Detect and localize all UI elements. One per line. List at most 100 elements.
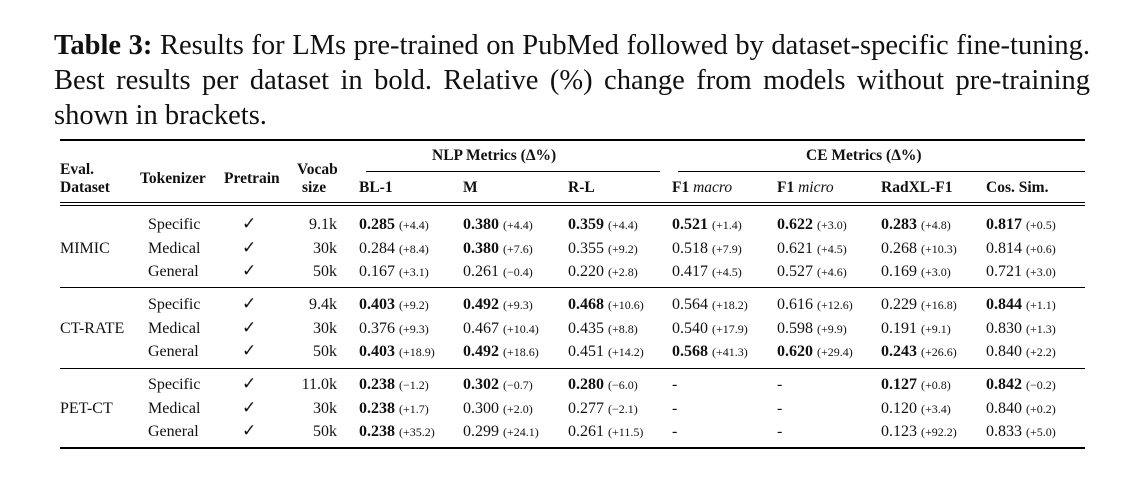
metric-value: 0.492 (463, 343, 499, 360)
metric-cell: 0.842 (−0.2) (986, 376, 1056, 394)
pretrain-check-icon: ✓ (242, 317, 257, 338)
header-pretrain: Pretrain (224, 170, 280, 187)
metric-delta: (+7.6) (503, 241, 533, 256)
metric-cell: 0.814 (+0.6) (986, 240, 1056, 258)
metric-delta: (+3.0) (817, 218, 847, 232)
metric-delta: (−0.7) (503, 378, 533, 392)
metric-delta: (+8.8) (608, 321, 638, 336)
metric-cell: 0.359 (+4.4) (568, 216, 638, 234)
pretrain-check-icon: ✓ (242, 214, 257, 234)
metric-value: - (777, 376, 783, 393)
metric-delta: (+5.0) (1026, 425, 1056, 439)
metric-value: 0.468 (568, 296, 604, 313)
metric-delta: (+3.0) (921, 265, 951, 279)
header-f1-macro: F1 macro (672, 179, 732, 197)
header-double-rule-1 (60, 202, 1085, 203)
metric-value: 0.380 (463, 216, 499, 233)
metric-value: 0.833 (986, 423, 1022, 440)
metric-value: 0.261 (568, 423, 604, 440)
metric-value: 0.167 (359, 263, 395, 280)
metric-value: 0.376 (359, 319, 395, 337)
metric-cell: 0.492 (+9.3) (463, 296, 533, 314)
metric-delta: (+9.3) (399, 321, 429, 336)
metric-value: 0.417 (672, 263, 708, 280)
metric-value: 0.285 (359, 216, 395, 233)
metric-cell: 0.243 (+26.6) (881, 343, 957, 361)
metric-value: 0.435 (568, 319, 604, 337)
metric-value: 0.280 (568, 376, 604, 393)
metric-delta: (+4.8) (921, 218, 951, 232)
metric-value: - (777, 423, 783, 440)
metric-value: 0.568 (672, 343, 708, 360)
metric-delta: (+4.5) (817, 241, 847, 256)
metric-delta: (+17.9) (712, 321, 748, 336)
metric-delta: (+0.5) (1026, 218, 1056, 232)
metric-value: 0.830 (986, 319, 1022, 337)
metric-cell: 0.451 (+14.2) (568, 343, 644, 361)
tokenizer-cell: Medical (148, 319, 201, 337)
header-m: M (463, 179, 478, 196)
metric-value: 0.169 (881, 263, 917, 280)
metric-value: 0.622 (777, 216, 813, 233)
header-f1-micro-italic: micro (798, 179, 834, 196)
header-f1-micro: F1 micro (777, 179, 834, 197)
metric-delta: (+4.4) (608, 218, 638, 232)
metric-value: 0.598 (777, 319, 813, 337)
metric-cell: 0.833 (+5.0) (986, 423, 1056, 441)
metric-value: 0.355 (568, 239, 604, 257)
metric-cell: 0.840 (+2.2) (986, 343, 1056, 361)
metric-value: 0.721 (986, 263, 1022, 280)
metric-delta: (+4.5) (712, 265, 742, 279)
metric-value: 0.191 (881, 319, 917, 337)
pretrain-check-icon: ✓ (242, 397, 257, 418)
metric-cell: 0.169 (+3.0) (881, 263, 951, 281)
header-f1-micro-prefix: F1 (777, 179, 799, 196)
vocab-cell: 50k (313, 423, 337, 440)
metric-delta: (+41.3) (712, 345, 748, 359)
metric-cell: 0.817 (+0.5) (986, 216, 1056, 234)
metric-value: 0.492 (463, 296, 499, 313)
metric-delta: (+2.0) (503, 401, 533, 416)
metric-delta: (−1.2) (399, 378, 429, 392)
metric-delta: (+18.6) (503, 345, 539, 359)
vocab-cell: 9.1k (309, 216, 337, 233)
metric-cell: 0.721 (+3.0) (986, 263, 1056, 281)
metric-cell: 0.280 (−6.0) (568, 376, 638, 394)
metric-delta: (+12.6) (817, 298, 853, 312)
vocab-cell: 11.0k (301, 376, 337, 393)
tokenizer-cell: General (148, 343, 199, 360)
metric-value: 0.840 (986, 399, 1022, 417)
tokenizer-cell: Specific (148, 216, 201, 233)
metric-value: 0.564 (672, 296, 708, 313)
metric-cell: 0.220 (+2.8) (568, 263, 638, 281)
metric-delta: (+9.1) (921, 321, 951, 336)
metric-delta: (+0.6) (1026, 241, 1056, 256)
caption-text: Results for LMs pre-trained on PubMed fo… (54, 30, 1090, 131)
metric-cell: 0.380 (+7.6) (463, 240, 533, 258)
metric-cell: 0.621 (+4.5) (777, 240, 847, 258)
metric-delta: (+3.0) (1026, 265, 1056, 279)
metric-delta: (+10.6) (608, 298, 644, 312)
header-nlp-group: NLP Metrics (Δ%) (432, 147, 557, 164)
header-cos-sim: Cos. Sim. (986, 179, 1049, 196)
metric-cell: 0.268 (+10.3) (881, 240, 957, 258)
metric-cell: 0.435 (+8.8) (568, 320, 638, 338)
metric-cell: 0.380 (+4.4) (463, 216, 533, 234)
metric-cell: 0.521 (+1.4) (672, 216, 742, 234)
metric-cell: 0.285 (+4.4) (359, 216, 429, 234)
metric-cell: 0.238 (−1.2) (359, 376, 429, 394)
metric-value: 0.840 (986, 343, 1022, 360)
metric-cell: 0.238 (+35.2) (359, 423, 435, 441)
metric-cell: 0.302 (−0.7) (463, 376, 533, 394)
metric-cell: 0.355 (+9.2) (568, 240, 638, 258)
metric-delta: (+0.2) (1026, 401, 1056, 416)
metric-value: 0.842 (986, 376, 1022, 393)
metric-value: 0.518 (672, 239, 708, 257)
metric-cell: 0.238 (+1.7) (359, 400, 429, 418)
caption-label: Table 3: (54, 30, 153, 61)
metric-value: 0.814 (986, 239, 1022, 257)
metric-delta: (+4.4) (399, 218, 429, 232)
metric-cell: 0.191 (+9.1) (881, 320, 951, 338)
header-rl: R-L (568, 179, 595, 196)
metric-value: 0.243 (881, 343, 917, 360)
